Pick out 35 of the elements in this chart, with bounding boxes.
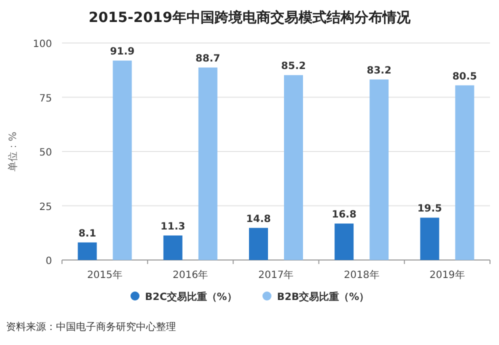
y-tick-label: 75 <box>39 93 52 104</box>
x-tick-label: 2017年 <box>258 269 294 281</box>
bar <box>370 79 389 260</box>
bar <box>284 75 303 260</box>
y-tick-label: 25 <box>39 202 52 213</box>
bar <box>163 235 182 260</box>
bar <box>112 60 132 260</box>
data-label: 83.2 <box>366 65 392 76</box>
data-label: 88.7 <box>196 54 220 65</box>
legend-label: B2B交易比重（%） <box>276 291 370 303</box>
x-tick-label: 2019年 <box>429 269 465 281</box>
bar <box>249 228 268 260</box>
y-tick-label: 50 <box>39 148 52 158</box>
x-tick-label: 2018年 <box>344 269 380 281</box>
text: 资料来源：中国电子商务研究中心整理 <box>6 321 176 333</box>
y-axis-title: 单位：% <box>7 132 19 172</box>
data-label: 19.5 <box>417 204 442 215</box>
x-tick-label: 2016年 <box>172 269 208 281</box>
data-label: 80.5 <box>452 71 478 82</box>
bar <box>78 242 97 260</box>
y-tick-label: 100 <box>32 39 52 50</box>
legend-label: B2C交易比重（%） <box>145 291 237 303</box>
data-label: 11.3 <box>160 221 186 232</box>
data-label: 91.9 <box>110 46 135 58</box>
data-label: 14.8 <box>246 214 271 225</box>
data-label: 16.8 <box>332 210 356 221</box>
chart-title: 2015-2019年中国跨境电商交易模式结构分布情况 <box>88 9 412 26</box>
data-label: 85.2 <box>281 61 306 72</box>
data-label: 8.1 <box>78 228 96 240</box>
bar <box>198 68 218 260</box>
bar <box>455 85 474 260</box>
y-tick-label: 0 <box>46 256 52 267</box>
bar <box>420 218 440 260</box>
bar <box>334 224 354 260</box>
x-tick-label: 2015年 <box>87 269 123 281</box>
